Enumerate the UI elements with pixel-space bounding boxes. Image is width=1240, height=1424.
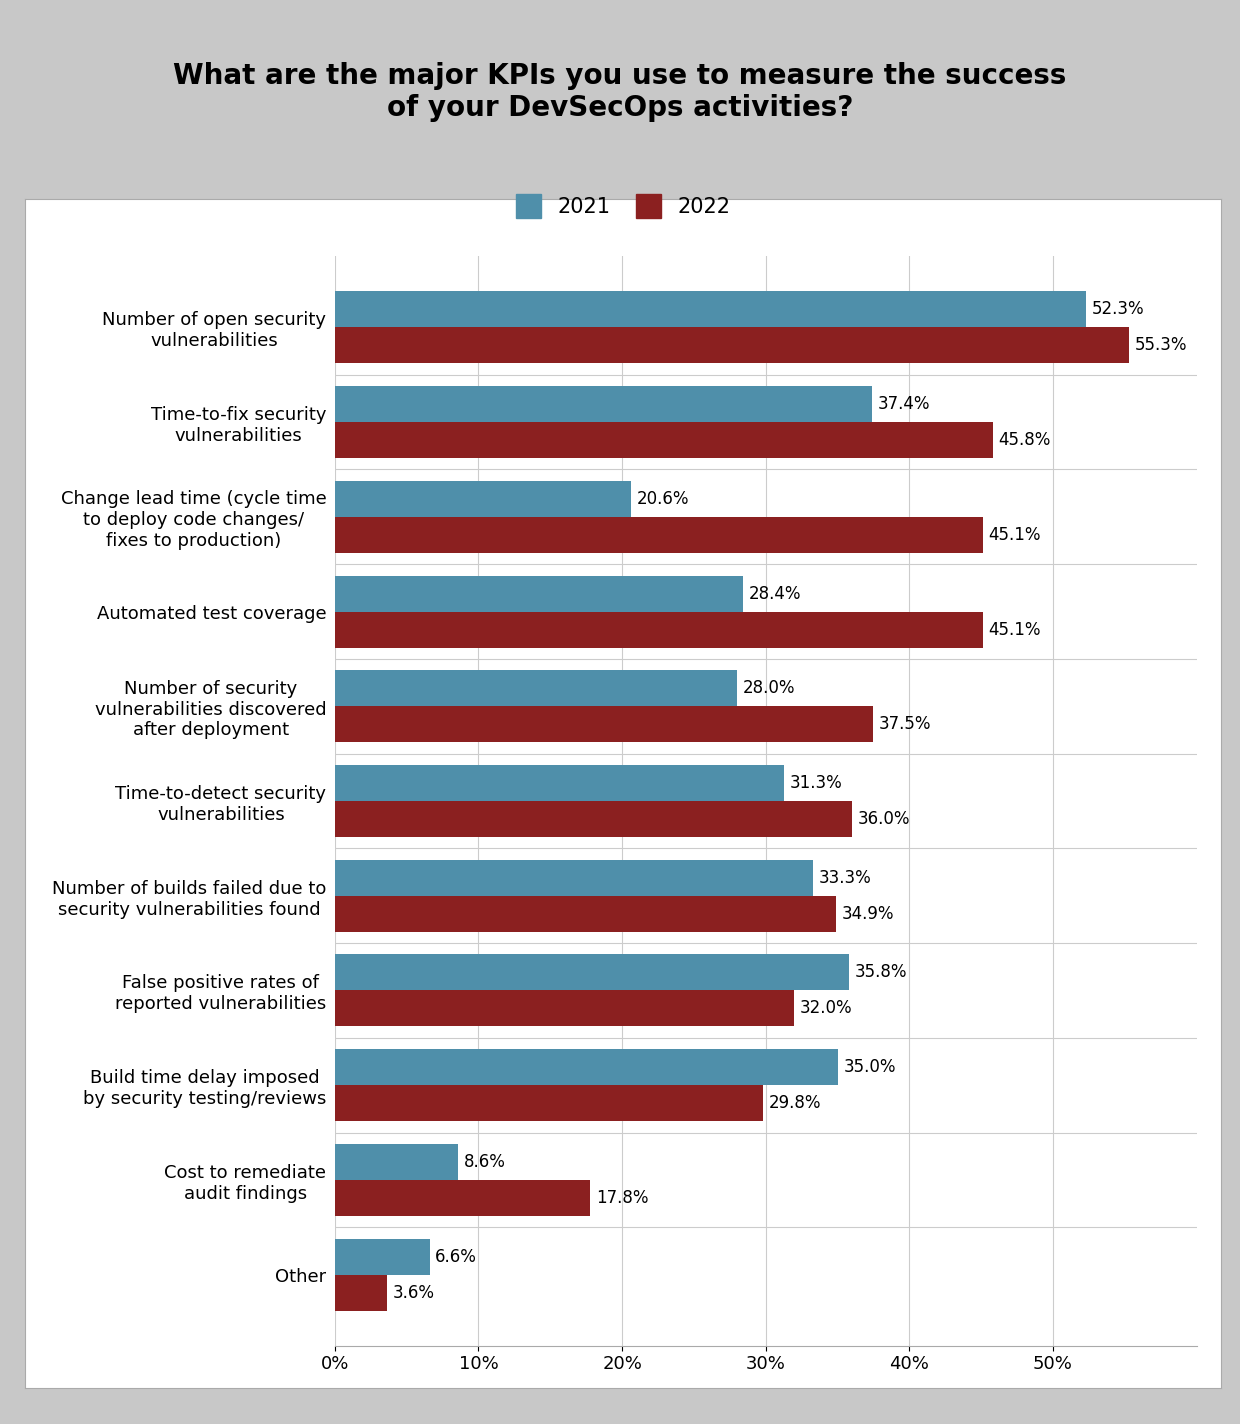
Text: 37.5%: 37.5% [879,715,931,733]
Bar [335,575,743,611]
Text: 33.3%: 33.3% [818,869,872,887]
Bar [335,765,785,800]
Bar [335,954,849,991]
Bar [335,386,872,422]
Text: 31.3%: 31.3% [790,775,843,792]
Text: 3.6%: 3.6% [392,1283,434,1302]
Bar [335,860,813,896]
Bar [335,896,836,931]
Text: 35.0%: 35.0% [843,1058,895,1077]
Text: 36.0%: 36.0% [858,810,910,827]
Bar [335,328,1130,363]
Bar [335,991,795,1027]
Text: 20.6%: 20.6% [636,490,689,508]
Text: 45.8%: 45.8% [998,431,1050,449]
Text: 52.3%: 52.3% [1091,300,1145,319]
Text: 35.8%: 35.8% [854,964,908,981]
Legend: 2021, 2022: 2021, 2022 [516,194,730,218]
Text: 55.3%: 55.3% [1135,336,1188,355]
Bar [335,1143,459,1180]
Text: 45.1%: 45.1% [988,621,1040,638]
Bar [335,671,737,706]
Text: 45.1%: 45.1% [988,525,1040,544]
Text: What are the major KPIs you use to measure the success
of your DevSecOps activit: What are the major KPIs you use to measu… [174,63,1066,122]
Text: 28.4%: 28.4% [749,584,801,602]
Bar [335,1049,837,1085]
Bar [335,1085,763,1121]
Bar [335,1274,387,1310]
Bar [335,481,631,517]
Text: 37.4%: 37.4% [878,394,930,413]
Bar [335,706,873,742]
Bar [335,800,852,837]
Text: 8.6%: 8.6% [464,1153,506,1171]
Text: 29.8%: 29.8% [769,1094,821,1112]
Bar [335,1180,590,1216]
Text: 34.9%: 34.9% [842,904,894,923]
Bar [335,422,993,459]
Text: 6.6%: 6.6% [435,1247,477,1266]
Bar [335,1239,429,1274]
Bar [335,292,1086,328]
Text: 32.0%: 32.0% [800,1000,853,1018]
Text: 17.8%: 17.8% [596,1189,649,1208]
Bar [335,517,982,553]
Bar [335,611,982,648]
Text: 28.0%: 28.0% [743,679,795,698]
